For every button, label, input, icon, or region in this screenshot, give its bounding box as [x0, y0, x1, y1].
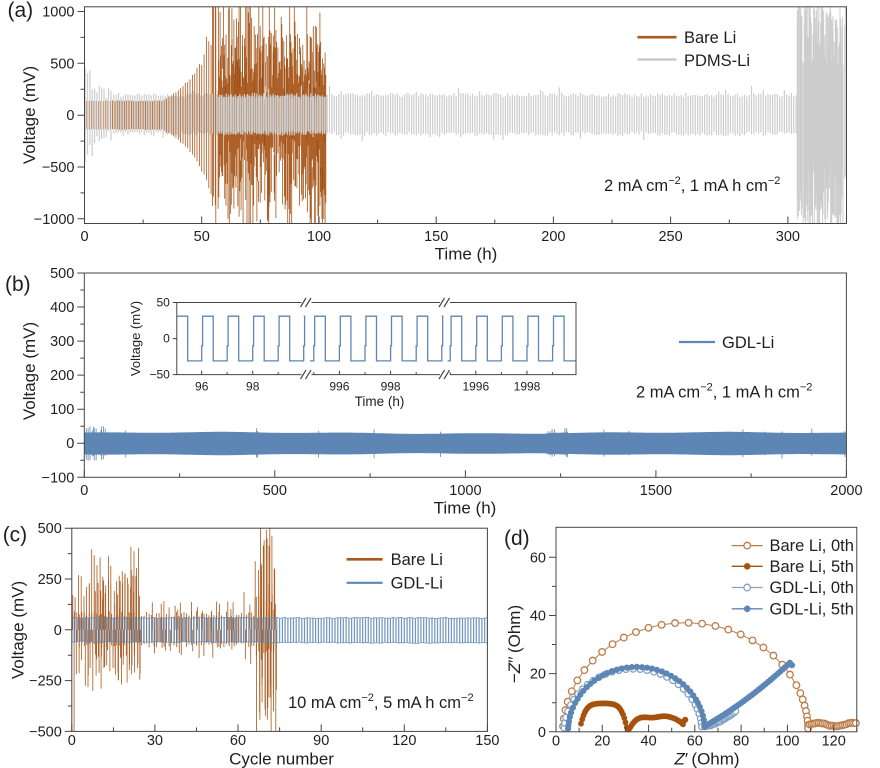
svg-text:GDL-Li, 5th: GDL-Li, 5th: [770, 600, 854, 618]
svg-text:Time (h): Time (h): [434, 499, 497, 518]
svg-text:GDL-Li: GDL-Li: [391, 575, 443, 593]
svg-text:1500: 1500: [640, 483, 672, 499]
svg-text:120: 120: [822, 733, 846, 749]
svg-text:−100: −100: [42, 470, 75, 486]
svg-text:60: 60: [530, 550, 546, 566]
svg-text:1000: 1000: [449, 483, 481, 499]
svg-text:Bare Li: Bare Li: [684, 29, 736, 47]
svg-text:1996: 1996: [462, 380, 489, 394]
svg-text:−Z′′ (Ohm): −Z′′ (Ohm): [505, 605, 524, 683]
svg-text:120: 120: [392, 733, 416, 749]
svg-text:0: 0: [66, 436, 74, 452]
svg-text:−50: −50: [149, 368, 170, 382]
svg-text:1998: 1998: [514, 380, 541, 394]
svg-text:150: 150: [475, 733, 499, 749]
svg-text:40: 40: [641, 733, 657, 749]
svg-text:200: 200: [50, 368, 74, 384]
svg-text:500: 500: [50, 266, 74, 282]
svg-text:0: 0: [163, 332, 170, 346]
svg-text:998: 998: [381, 380, 401, 394]
svg-text:250: 250: [38, 572, 62, 588]
svg-text:0: 0: [68, 733, 76, 749]
svg-text:PDMS-Li: PDMS-Li: [684, 52, 750, 70]
svg-text:2000: 2000: [830, 483, 862, 499]
svg-text:0: 0: [54, 623, 62, 639]
svg-text:100: 100: [775, 733, 799, 749]
svg-text:250: 250: [658, 229, 682, 245]
svg-text:20: 20: [530, 667, 546, 683]
svg-text:Bare Li: Bare Li: [391, 551, 443, 569]
svg-text:Voltage (mV): Voltage (mV): [9, 581, 28, 679]
svg-text:40: 40: [530, 609, 546, 625]
svg-text:50: 50: [156, 296, 170, 310]
svg-text:0: 0: [80, 483, 88, 499]
svg-text:0: 0: [552, 733, 560, 749]
svg-text:500: 500: [50, 56, 74, 72]
svg-text:500: 500: [263, 483, 287, 499]
svg-text:100: 100: [50, 402, 74, 418]
svg-text:996: 996: [329, 380, 349, 394]
svg-text:(b): (b): [5, 273, 31, 296]
svg-text:0: 0: [66, 108, 74, 124]
svg-text:GDL-Li: GDL-Li: [722, 334, 774, 352]
svg-text:98: 98: [246, 380, 260, 394]
svg-text:Voltage (mV): Voltage (mV): [20, 66, 39, 164]
svg-text:100: 100: [307, 229, 331, 245]
svg-text:80: 80: [733, 733, 749, 749]
svg-text:400: 400: [50, 300, 74, 316]
svg-text:Time (h): Time (h): [435, 245, 498, 264]
svg-text:Voltage (mV): Voltage (mV): [128, 301, 143, 376]
svg-text:96: 96: [195, 380, 209, 394]
svg-text:Voltage (mV): Voltage (mV): [20, 322, 39, 420]
svg-text:Time (h): Time (h): [355, 394, 405, 409]
svg-text:Bare Li, 5th: Bare Li, 5th: [770, 558, 854, 576]
svg-text:0: 0: [80, 229, 88, 245]
svg-text:200: 200: [541, 229, 565, 245]
svg-text:−500: −500: [42, 160, 75, 176]
svg-text:1000: 1000: [42, 5, 74, 21]
svg-text:(c): (c): [3, 524, 28, 547]
svg-text:GDL-Li, 0th: GDL-Li, 0th: [770, 579, 854, 597]
svg-text:(d): (d): [504, 527, 530, 550]
svg-text:30: 30: [147, 733, 163, 749]
svg-text:−1000: −1000: [34, 212, 75, 228]
svg-text:90: 90: [313, 733, 329, 749]
svg-text:Bare Li, 0th: Bare Li, 0th: [770, 537, 854, 555]
svg-text:0: 0: [538, 725, 546, 741]
svg-text:Cycle number: Cycle number: [229, 750, 334, 768]
svg-text:2 mA cm−2, 1 mA h cm−2: 2 mA cm−2, 1 mA h cm−2: [604, 175, 780, 195]
svg-text:50: 50: [194, 229, 210, 245]
svg-text:2 mA cm−2, 1 mA h cm−2: 2 mA cm−2, 1 mA h cm−2: [636, 382, 812, 402]
svg-text:500: 500: [38, 521, 62, 537]
svg-text:20: 20: [594, 733, 610, 749]
svg-text:10 mA cm−2, 5 mA h cm−2: 10 mA cm−2, 5 mA h cm−2: [288, 692, 474, 712]
svg-text:−250: −250: [29, 674, 62, 690]
svg-text:60: 60: [230, 733, 246, 749]
svg-text:300: 300: [776, 229, 800, 245]
svg-text:(a): (a): [8, 0, 34, 22]
svg-text:150: 150: [424, 229, 448, 245]
svg-text:Z′ (Ohm): Z′ (Ohm): [673, 750, 739, 768]
svg-text:60: 60: [687, 733, 703, 749]
svg-text:300: 300: [50, 334, 74, 350]
svg-text:−500: −500: [29, 724, 62, 740]
